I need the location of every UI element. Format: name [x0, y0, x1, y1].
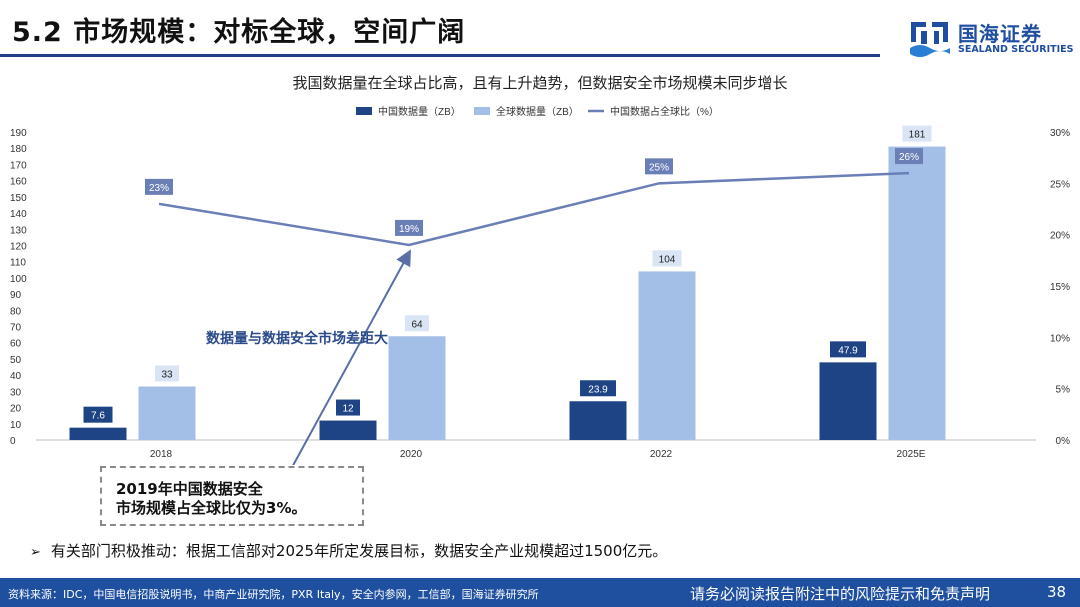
bar-global: [388, 336, 446, 440]
share-line: [158, 171, 910, 247]
data-label-bg: [145, 178, 173, 195]
bullet-point: ➢ 有关部门积极推动：根据工信部对2025年所定发展目标，数据安全产业规模超过15…: [30, 540, 667, 561]
bar-global: [638, 271, 696, 440]
y-left-tick-label: 190: [10, 128, 27, 139]
bar-global: [138, 386, 196, 440]
y-left-tick-label: 140: [10, 209, 27, 220]
legend-label: 全球数据量（ZB）: [496, 105, 579, 118]
y-left-tick-label: 100: [10, 274, 27, 285]
data-label-bg: [83, 406, 113, 423]
y-left-tick-label: 20: [10, 404, 22, 415]
data-label-global: 33: [161, 370, 173, 381]
data-label-global: 181: [909, 130, 926, 141]
logo-text-en: SEALAND SECURITIES: [958, 44, 1074, 55]
slide-title: 5.2 市场规模：对标全球，空间广阔: [12, 17, 466, 48]
y-left-tick-label: 120: [10, 241, 27, 252]
page-number: 38: [1047, 583, 1067, 601]
logo-text-cn: 国海证券: [958, 22, 1042, 46]
company-logo: 国海证券 SEALAND SECURITIES: [908, 18, 1073, 62]
data-label-bg: [830, 341, 866, 358]
data-label-china: 47.9: [838, 345, 858, 356]
data-label-global: 104: [659, 254, 676, 265]
y-right-tick-label: 20%: [1050, 231, 1070, 242]
bullet-arrow-icon: ➢: [30, 545, 41, 560]
x-tick-label: 2020: [400, 449, 423, 460]
data-label-bg: [895, 148, 923, 165]
y-right-tick-label: 30%: [1050, 128, 1070, 139]
y-right-tick-label: 0%: [1056, 436, 1071, 447]
legend-swatch-bar: [474, 107, 490, 115]
note-line-2: 市场规模占全球比仅为3%。: [116, 499, 307, 517]
annotation-text: 数据量与数据安全市场差距大: [206, 330, 388, 346]
y-left-tick-label: 70: [10, 323, 22, 334]
y-right-tick-label: 5%: [1056, 385, 1071, 396]
y-left-tick-label: 170: [10, 160, 27, 171]
logo-mark-icon: [910, 22, 950, 57]
data-label-bg: [405, 315, 429, 332]
x-tick-label: 2025E: [897, 449, 926, 460]
data-label-bg: [902, 125, 932, 142]
y-left-tick-label: 10: [10, 420, 22, 431]
y-left-tick-label: 0: [10, 436, 16, 447]
bar-china: [319, 420, 377, 440]
legend-label: 中国数据占全球比（%）: [610, 105, 719, 118]
note-box: 2019年中国数据安全 市场规模占全球比仅为3%。: [100, 466, 364, 526]
data-label-share: 26%: [899, 152, 919, 163]
y-left-tick-label: 90: [10, 290, 22, 301]
note-text: 2019年中国数据安全 市场规模占全球比仅为3%。: [116, 480, 306, 518]
y-right-tick-label: 15%: [1050, 282, 1070, 293]
data-label-bg: [652, 250, 682, 267]
data-label-bg: [645, 158, 673, 175]
combo-chart: 0 10 20 30 40 50 60 70 80 90 100 110 120 130 140 150 160…: [10, 105, 1071, 465]
y-left-tick-label: 130: [10, 225, 27, 236]
y-left-tick-label: 60: [10, 339, 22, 350]
legend-swatch-bar: [356, 107, 372, 115]
bar-china: [69, 427, 127, 440]
footer-source: 资料来源：IDC，中国电信招股说明书，中商产业研究院，PXR Italy，安全内…: [8, 588, 539, 601]
y-left-tick-label: 110: [10, 258, 26, 269]
bullet-text: 有关部门积极推动：根据工信部对2025年所定发展目标，数据安全产业规模超过150…: [50, 542, 668, 560]
data-label-global: 64: [411, 319, 423, 330]
bar-china: [819, 362, 877, 440]
y-left-tick-label: 160: [10, 177, 27, 188]
gap-arrow: [276, 249, 411, 465]
data-label-share: 19%: [399, 224, 419, 235]
y-left-tick-label: 50: [10, 355, 22, 366]
data-label-china: 12: [342, 404, 354, 415]
y-left-tick-label: 40: [10, 371, 22, 382]
legend-label: 中国数据量（ZB）: [378, 105, 461, 118]
note-line-1: 2019年中国数据安全: [116, 480, 263, 498]
y-left-tick-label: 30: [10, 387, 22, 398]
footer-disclaimer: 请务必阅读报告附注中的风险提示和免责声明: [690, 585, 991, 603]
data-label-china: 23.9: [588, 384, 608, 395]
data-label-china: 7.6: [91, 411, 105, 422]
data-label-share: 25%: [649, 162, 669, 173]
y-left-tick-label: 80: [10, 306, 22, 317]
title-divider: [0, 54, 880, 57]
footer-bar: 资料来源：IDC，中国电信招股说明书，中商产业研究院，PXR Italy，安全内…: [0, 578, 1080, 607]
chart-title: 我国数据量在全球占比高，且有上升趋势，但数据安全市场规模未同步增长: [292, 74, 788, 92]
bar-global: [888, 146, 946, 440]
y-right-tick-label: 10%: [1050, 333, 1070, 344]
data-label-bg: [580, 380, 616, 397]
data-label-bg: [395, 219, 423, 236]
x-tick-label: 2018: [150, 449, 173, 460]
y-left-tick-label: 150: [10, 193, 27, 204]
y-left-tick-label: 180: [10, 144, 27, 155]
x-tick-label: 2022: [650, 449, 673, 460]
y-right-tick-label: 25%: [1050, 179, 1070, 190]
data-label-share: 23%: [149, 183, 169, 194]
data-label-bg: [155, 365, 179, 382]
bar-china: [569, 401, 627, 440]
